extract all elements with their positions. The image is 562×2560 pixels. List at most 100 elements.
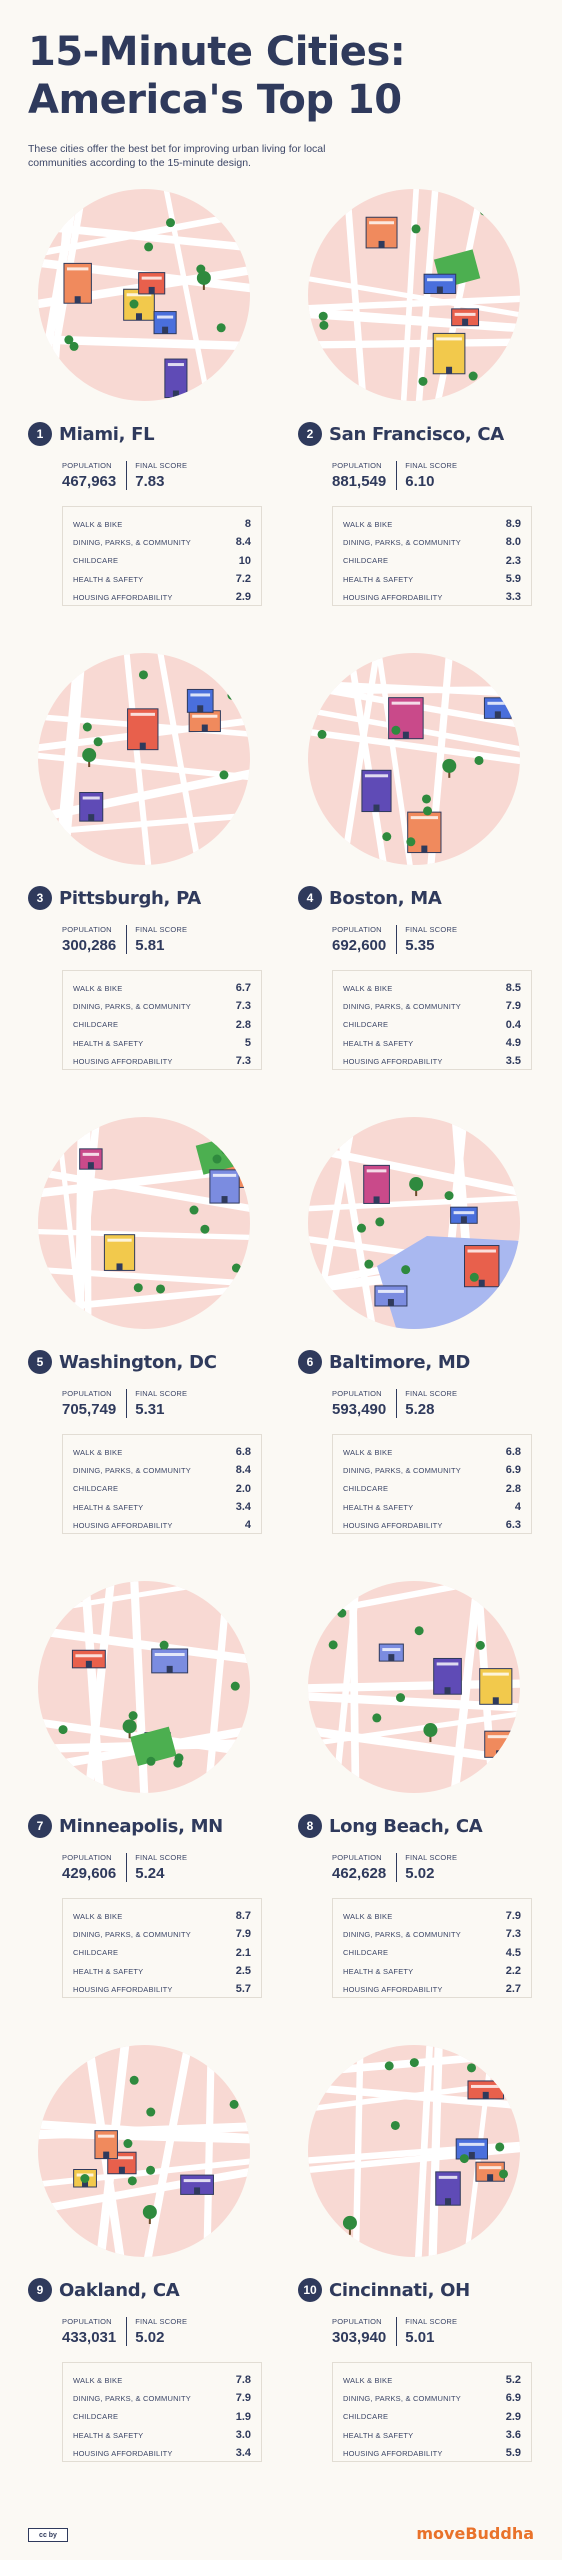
score-label: WALK & BIKE xyxy=(73,1911,123,1921)
population-value: 593,490 xyxy=(332,1401,387,1418)
score-value: 2.9 xyxy=(505,2410,521,2423)
map-background xyxy=(38,2045,250,2257)
score-label: HOUSING AFFORDABILITY xyxy=(343,1056,443,1066)
score-row: WALK & BIKE 6.7 xyxy=(73,979,251,997)
street xyxy=(308,680,520,697)
city-card: 3 Pittsburgh, PA POPULATION 300,286 FINA… xyxy=(28,652,268,1092)
score-value: 2.8 xyxy=(235,1018,251,1031)
score-row: HEALTH & SAFETY 3.6 xyxy=(343,2426,521,2444)
score-label: WALK & BIKE xyxy=(343,519,393,529)
score-table: WALK & BIKE 6.8 DINING, PARKS, & COMMUNI… xyxy=(332,1434,532,1534)
score-label: DINING, PARKS, & COMMUNITY xyxy=(73,537,191,547)
city-card: 6 Baltimore, MD POPULATION 593,490 FINAL… xyxy=(298,1116,538,1556)
tree-icon xyxy=(174,1753,184,1763)
score-label: DINING, PARKS, & COMMUNITY xyxy=(343,1001,461,1011)
score-value: 5.9 xyxy=(505,2447,521,2460)
final-score-stat: FINAL SCORE 5.01 xyxy=(396,2317,467,2346)
score-label: HOUSING AFFORDABILITY xyxy=(73,2448,173,2458)
city-card: 8 Long Beach, CA POPULATION 462,628 FINA… xyxy=(298,1580,538,2020)
street xyxy=(81,1581,105,1793)
tree-icon xyxy=(414,1626,424,1636)
score-label: WALK & BIKE xyxy=(343,1911,393,1921)
city-name: Oakland, CA xyxy=(59,2279,180,2301)
population-stat: POPULATION 433,031 xyxy=(62,2317,126,2346)
city-card: 7 Minneapolis, MN POPULATION 429,606 FIN… xyxy=(28,1580,268,2020)
tree-icon xyxy=(466,2063,476,2073)
city-name: Baltimore, MD xyxy=(329,1351,471,1373)
tree-icon xyxy=(318,311,328,321)
tree-icon xyxy=(123,2139,133,2149)
score-value: 5.7 xyxy=(235,1983,251,1996)
palm-tree-icon xyxy=(196,270,211,290)
score-row: HOUSING AFFORDABILITY 3.4 xyxy=(73,2444,251,2462)
population-label: POPULATION xyxy=(62,461,112,470)
final-score-label: FINAL SCORE xyxy=(405,1389,458,1398)
score-value: 4.5 xyxy=(505,1946,521,1959)
score-value: 7.8 xyxy=(235,2374,251,2387)
score-label: HEALTH & SAFETY xyxy=(73,1502,144,1512)
population-label: POPULATION xyxy=(62,2317,112,2326)
score-row: DINING, PARKS, & COMMUNITY 8.0 xyxy=(343,533,521,551)
tree-icon xyxy=(499,2169,509,2179)
score-label: HEALTH & SAFETY xyxy=(343,1038,414,1048)
palm-tree-icon xyxy=(423,1723,438,1743)
score-row: CHILDCARE 1.9 xyxy=(73,2408,251,2426)
population-value: 462,628 xyxy=(332,1865,387,1882)
score-row: HEALTH & SAFETY 5.9 xyxy=(343,570,521,588)
population-stat: POPULATION 429,606 xyxy=(62,1853,126,1882)
score-row: WALK & BIKE 7.8 xyxy=(73,2371,251,2389)
score-row: WALK & BIKE 8.9 xyxy=(343,515,521,533)
street xyxy=(308,307,520,331)
score-value: 2.5 xyxy=(235,1965,251,1978)
city-map-illustration xyxy=(308,1117,520,1329)
score-label: WALK & BIKE xyxy=(343,1447,393,1457)
city-name: San Francisco, CA xyxy=(329,423,504,445)
score-table: WALK & BIKE 6.7 DINING, PARKS, & COMMUNI… xyxy=(62,970,262,1070)
score-label: CHILDCARE xyxy=(73,556,119,566)
score-label: DINING, PARKS, & COMMUNITY xyxy=(73,1001,191,1011)
tree-icon xyxy=(479,206,489,216)
street xyxy=(346,653,388,865)
score-row: DINING, PARKS, & COMMUNITY 8.4 xyxy=(73,1461,251,1479)
final-score-stat: FINAL SCORE 5.02 xyxy=(396,1853,467,1882)
score-value: 8.5 xyxy=(505,982,521,995)
tree-icon xyxy=(129,2075,139,2085)
population-label: POPULATION xyxy=(62,1853,112,1862)
tree-icon xyxy=(337,1608,347,1618)
tree-icon xyxy=(421,794,431,804)
score-row: HOUSING AFFORDABILITY 6.3 xyxy=(343,1516,521,1534)
score-row: HOUSING AFFORDABILITY 3.3 xyxy=(343,588,521,606)
tree-icon xyxy=(144,242,154,252)
tree-icon xyxy=(382,832,392,842)
score-row: WALK & BIKE 8.7 xyxy=(73,1907,251,1925)
score-table: WALK & BIKE 6.8 DINING, PARKS, & COMMUNI… xyxy=(62,1434,262,1534)
shop-icon xyxy=(188,710,221,733)
tree-icon xyxy=(342,2215,357,2235)
score-value: 7.2 xyxy=(235,573,251,586)
city-map-illustration xyxy=(38,1581,250,1793)
tree-icon xyxy=(375,1217,385,1227)
street xyxy=(375,653,413,865)
tree-icon xyxy=(372,1713,382,1723)
population-value: 692,600 xyxy=(332,937,387,954)
rank-badge: 3 xyxy=(28,886,52,910)
stat-row: POPULATION 429,606 FINAL SCORE 5.24 xyxy=(62,1853,197,1882)
aquarium-icon xyxy=(363,1164,390,1204)
final-score-label: FINAL SCORE xyxy=(405,2317,458,2326)
tree-icon xyxy=(146,1756,156,1766)
score-row: CHILDCARE 2.1 xyxy=(73,1944,251,1962)
street xyxy=(83,1117,92,1329)
score-label: WALK & BIKE xyxy=(343,2375,393,2385)
score-label: HOUSING AFFORDABILITY xyxy=(73,592,173,602)
score-value: 7.9 xyxy=(235,1928,251,1941)
score-row: DINING, PARKS, & COMMUNITY 8.4 xyxy=(73,533,251,551)
final-score-value: 5.02 xyxy=(135,2329,165,2346)
tree-icon xyxy=(128,1711,138,1721)
tree-icon xyxy=(442,758,457,778)
score-label: HEALTH & SAFETY xyxy=(343,574,414,584)
population-label: POPULATION xyxy=(62,1389,112,1398)
tree-icon xyxy=(82,722,92,732)
city-hall-icon xyxy=(451,308,480,327)
score-value: 2.0 xyxy=(235,1482,251,1495)
score-table: WALK & BIKE 7.9 DINING, PARKS, & COMMUNI… xyxy=(332,1898,532,1998)
